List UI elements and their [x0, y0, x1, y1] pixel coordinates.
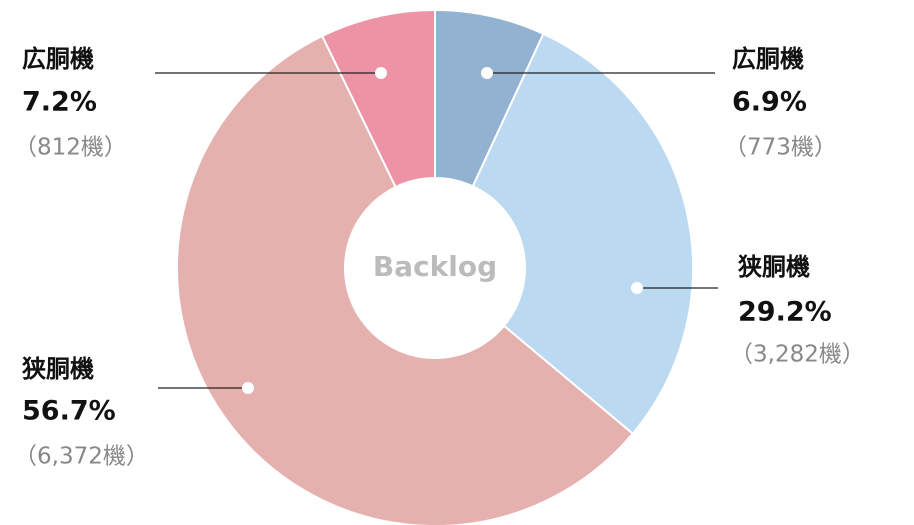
- center-label: Backlog: [373, 250, 497, 283]
- count-label: （6,372機）: [14, 444, 149, 470]
- leader-dot: [481, 67, 493, 79]
- leader-dot: [242, 382, 254, 394]
- value-label: 56.7%: [22, 396, 116, 427]
- count-label: （773機）: [724, 135, 837, 161]
- category-label: 広胴機: [732, 45, 804, 73]
- value-label: 6.9%: [732, 87, 807, 118]
- category-label: 狭胴機: [21, 355, 94, 383]
- leader-dot: [631, 282, 643, 294]
- count-label: （812機）: [14, 135, 127, 161]
- donut-hole: [345, 178, 525, 358]
- leader-dot: [375, 67, 387, 79]
- category-label: 広胴機: [22, 45, 94, 73]
- category-label: 狭胴機: [737, 253, 810, 281]
- count-label: （3,282機）: [730, 342, 865, 368]
- value-label: 29.2%: [738, 297, 832, 328]
- value-label: 7.2%: [22, 87, 97, 118]
